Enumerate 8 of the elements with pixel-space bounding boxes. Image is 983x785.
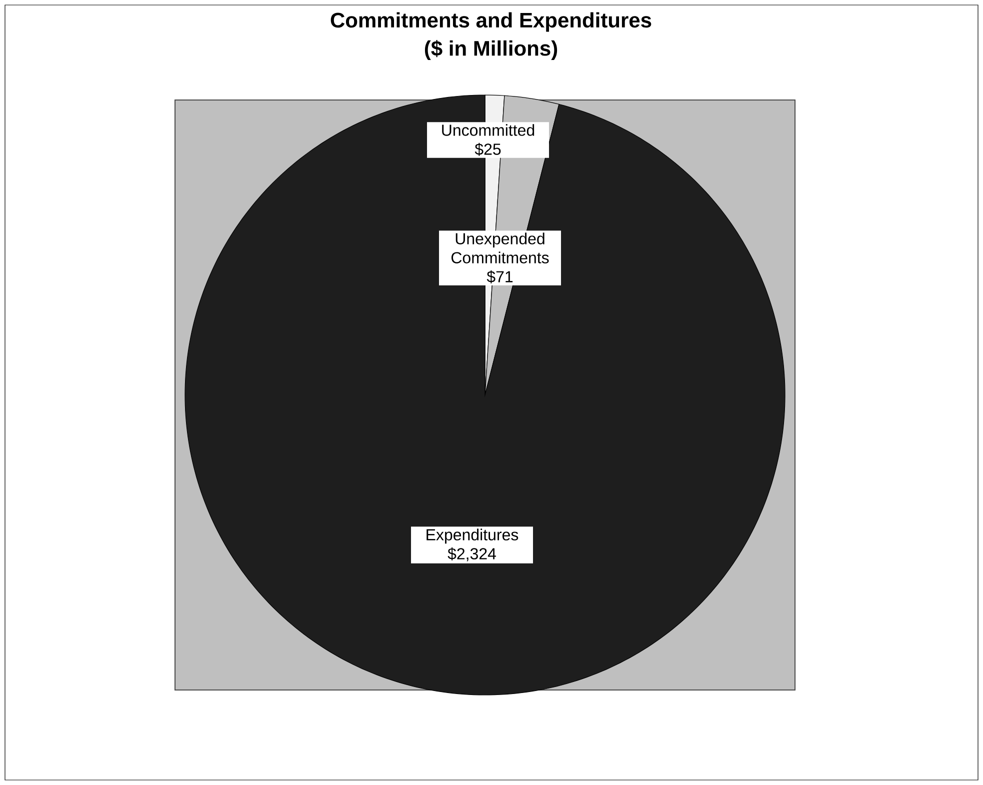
chart-title: Commitments and Expenditures	[330, 12, 652, 32]
data-label: $71	[486, 270, 513, 284]
slice-label: Expenditures	[426, 528, 518, 544]
data-label: $2,324	[448, 547, 496, 562]
data-label: $25	[474, 142, 501, 156]
slice-label: Unexpended Commitments	[451, 232, 549, 264]
slice-label: Uncommitted	[442, 124, 534, 136]
chart-subtitle: ($ in Millions)	[424, 40, 558, 60]
